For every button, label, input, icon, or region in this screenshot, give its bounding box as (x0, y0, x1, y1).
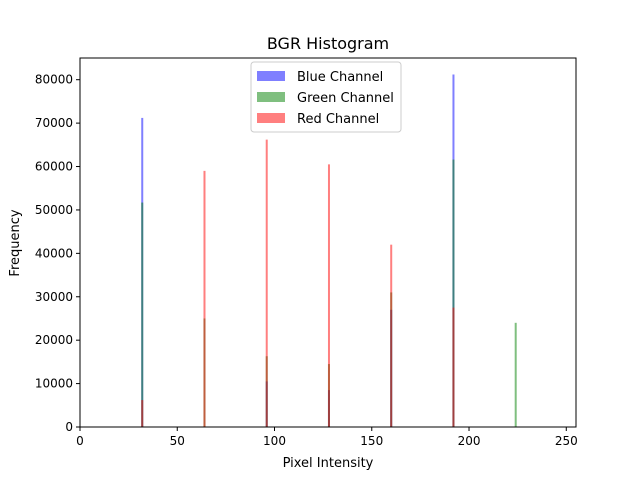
y-tick-label: 50000 (35, 203, 73, 217)
x-tick-label: 200 (458, 434, 481, 448)
bar-red-channel-64 (203, 170, 206, 427)
y-tick-label: 40000 (35, 246, 73, 260)
bar-red-channel-96 (265, 139, 268, 427)
y-tick-label: 70000 (35, 116, 73, 130)
x-tick-label: 150 (360, 434, 383, 448)
legend-label-blue-channel: Blue Channel (297, 70, 383, 85)
y-tick-label: 0 (65, 420, 73, 434)
legend-swatch-blue-channel (257, 71, 285, 81)
ticks-layer: 0 50 100 150 200 250 0 10000 20000 30000 40000 5000… (35, 73, 578, 448)
legend-box (250, 61, 402, 133)
bar-red-channel-160 (390, 244, 393, 427)
bar-red-channel-32 (141, 400, 144, 427)
bar-green-channel-224 (514, 322, 517, 427)
y-tick-label: 20000 (35, 333, 73, 347)
legend-swatch-green-channel (257, 92, 285, 102)
bars-layer (141, 74, 517, 428)
y-tick-label: 10000 (35, 377, 73, 391)
y-tick-label: 60000 (35, 160, 73, 174)
legend-label-red-channel: Red Channel (297, 112, 379, 127)
x-tick-label: 50 (170, 434, 185, 448)
plot-frame (79, 57, 577, 428)
y-axis-label: Frequency (8, 209, 23, 276)
legend-swatch-red-channel (257, 113, 285, 123)
y-tick-label: 80000 (35, 73, 73, 87)
bar-red-channel-192 (452, 307, 455, 427)
x-tick-label: 0 (76, 434, 84, 448)
y-tick-label: 30000 (35, 290, 73, 304)
legend-label-green-channel: Green Channel (297, 91, 394, 106)
bar-green-channel-32 (141, 202, 144, 427)
x-tick-label: 100 (263, 434, 286, 448)
x-tick-label: 250 (555, 434, 578, 448)
bar-red-channel-128 (327, 164, 330, 427)
chart-title: BGR Histogram (267, 34, 389, 53)
bar-green-channel-192 (452, 159, 455, 427)
x-axis-label: Pixel Intensity (283, 456, 374, 471)
legend: Blue Channel Green Channel Red Channel (250, 61, 402, 133)
